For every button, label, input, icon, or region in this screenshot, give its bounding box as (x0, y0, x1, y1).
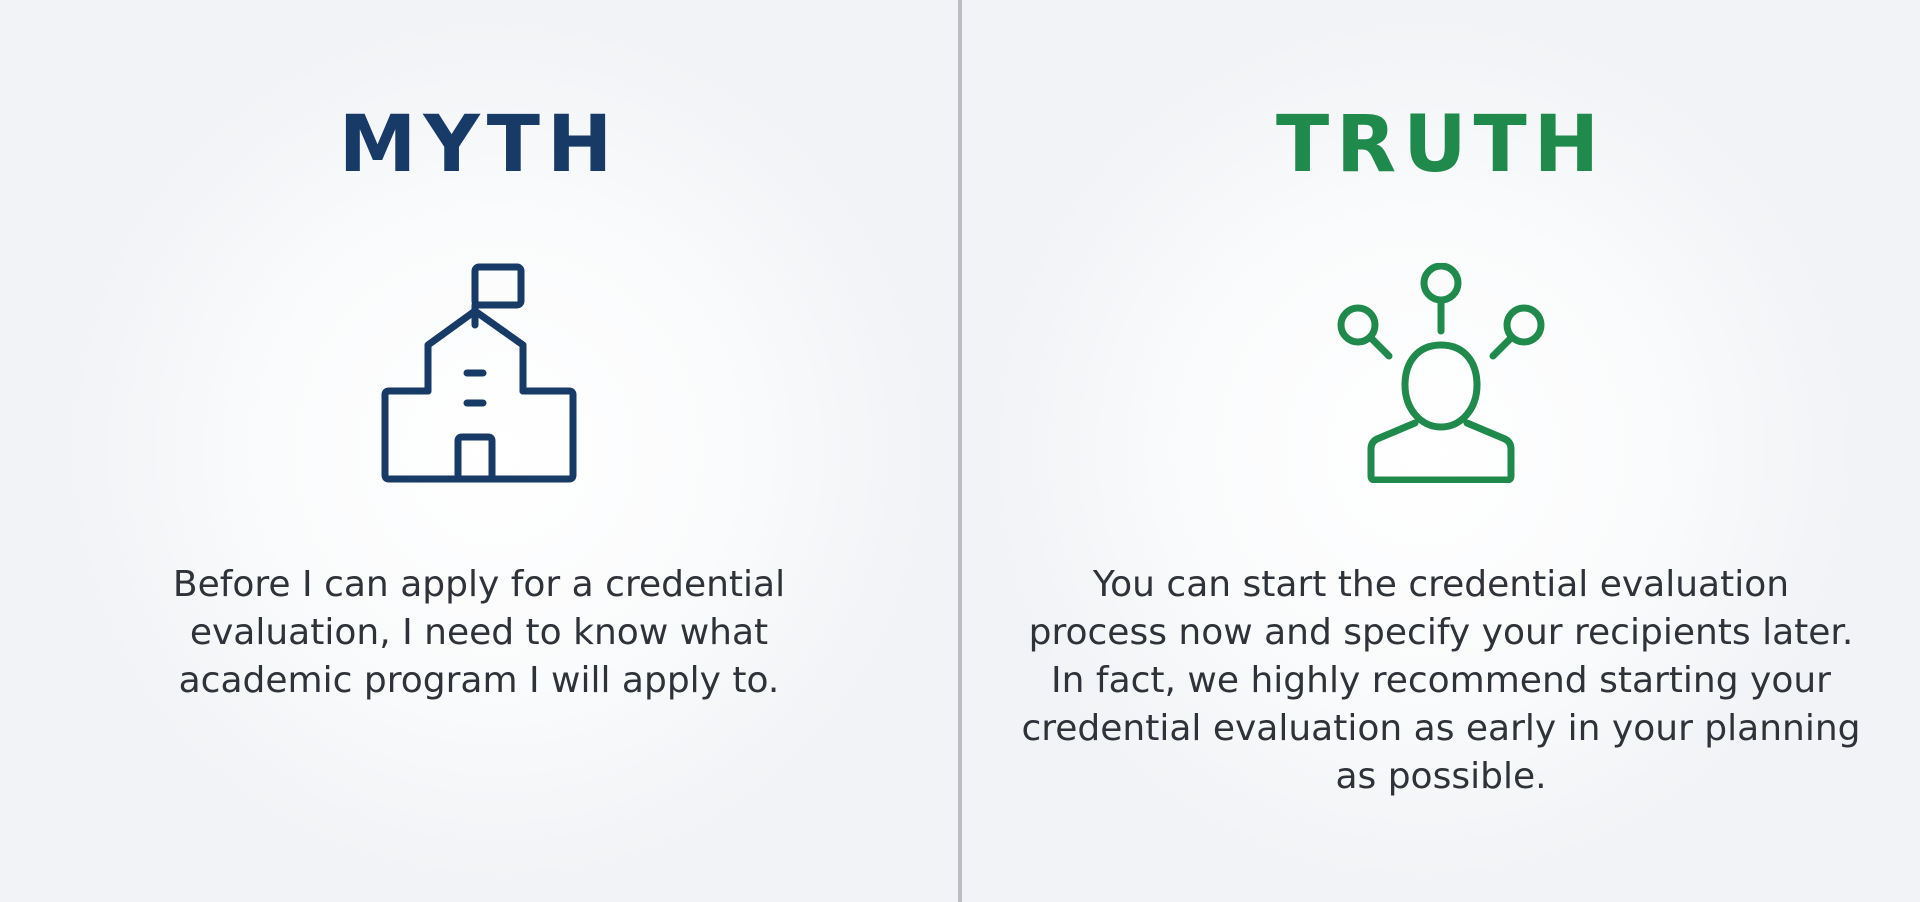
myth-statement: Before I can apply for a credential eval… (172, 564, 786, 701)
school-building-icon (369, 263, 589, 483)
truth-panel: TRUTH You can start the credential evalu… (962, 0, 1920, 902)
myth-heading: MYTH (338, 100, 620, 190)
person-with-options-icon (1331, 263, 1551, 483)
myth-panel: MYTH Before I can apply for a credential… (0, 0, 958, 902)
truth-statement: You can start the credential evaluation … (1021, 564, 1861, 797)
truth-heading: TRUTH (1275, 100, 1607, 190)
panel-divider (958, 0, 962, 902)
